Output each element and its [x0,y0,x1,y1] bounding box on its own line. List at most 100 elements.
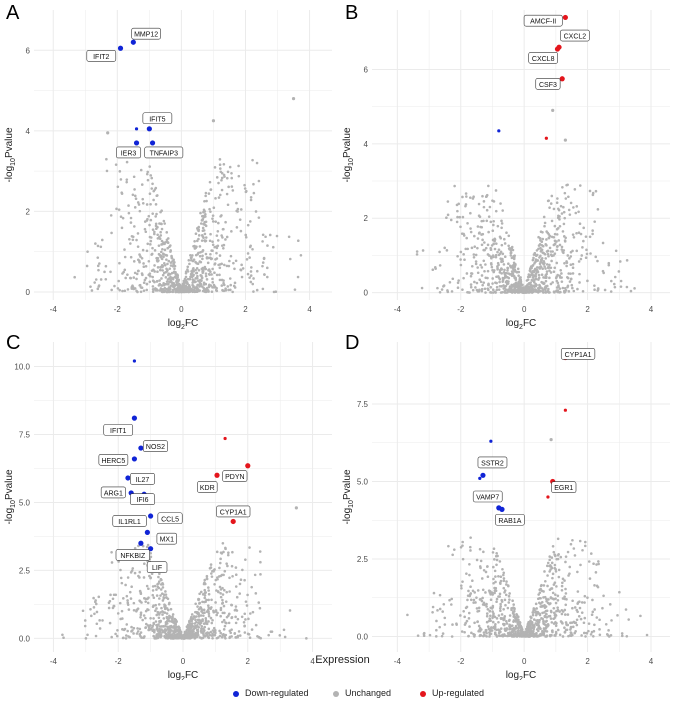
panel-d-point-unchanged [546,564,549,568]
panel-a-point-unchanged [123,255,127,259]
panel-a-point-unchanged [291,97,296,101]
panel-a-point-unchanged [120,192,124,195]
panel-d-point-unchanged [549,596,553,599]
panel-a-point-unchanged [203,265,207,269]
panel-d-point-unchanged [450,635,454,638]
panel-d-point-unchanged [485,612,489,615]
panel-c-gene-label-box [115,549,150,561]
panel-b-point-unchanged [537,278,540,281]
panel-a-point-unchanged [226,203,230,207]
panel-d-point-unchanged [508,626,512,630]
panel-d-point-unchanged [483,603,486,607]
panel-b-point-unchanged [506,282,510,285]
panel-c-point-unchanged [144,600,148,603]
panel-d-point-unchanged [482,550,485,554]
panel-b-point-unchanged [501,276,505,280]
panel-c-point-unchanged [230,615,234,619]
panel-b-point-unchanged [456,254,459,258]
panel-a-point-unchanged [189,272,193,276]
panel-b-point-unchanged [459,250,463,254]
panel-a-point-unchanged [205,199,208,203]
panel-a-point-unchanged [222,162,226,166]
panel-c-point-unchanged [214,610,218,613]
panel-d-point-unchanged [514,626,518,630]
panel-d-point-unchanged [581,548,584,552]
panel-c-point-unchanged [204,619,208,622]
panel-d-point-unchanged [511,611,515,615]
panel-a-point-unchanged [104,277,108,281]
panel-a-point-unchanged [201,229,205,233]
panel-b-point-unchanged [548,276,551,280]
panel-d-point-unchanged [580,601,584,604]
panel-d-point-unchanged [485,631,488,635]
panel-c-point-unchanged [238,592,242,595]
panel-a-point-unchanged [109,270,112,274]
panel-c-point-unchanged [259,560,262,564]
panel-d-point-unchanged [575,623,579,627]
panel-a-point-unchanged [159,234,163,237]
panel-d-point-unchanged [495,597,499,601]
panel-d-point-unchanged [509,631,513,635]
panel-b-point-up-amcf-ii [562,14,568,21]
panel-d-point-unchanged [596,585,600,589]
panel-a-point-unchanged [155,279,159,283]
panel-d-point-unchanged [526,630,529,633]
panel-a-point-unchanged [139,290,143,294]
panel-c-point-unchanged [246,593,249,597]
panel-a-point-unchanged [133,188,136,191]
panel-d-point-unchanged [536,618,539,622]
panel-b-point-unchanged [549,250,553,253]
panel-a-gene-label-box [86,50,117,62]
panel-d-point-unchanged [597,562,600,566]
panel-c-point-unchanged [132,632,135,635]
panel-a-point-unchanged [170,281,174,284]
panel-d-point-unchanged [537,634,541,638]
panel-d-point-unchanged [441,632,445,635]
panel-a-point-unchanged [255,161,259,165]
panel-b-point-unchanged [445,249,449,252]
panel-c-point-unchanged [164,620,168,624]
panel-d-point-unchanged [438,625,441,629]
panel-b-point-unchanged [472,253,476,256]
panel-a-point-unchanged [144,276,148,280]
panel-b-point-unchanged [459,258,462,261]
panel-a-point-unchanged [136,232,140,235]
panel-b-point-unchanged [555,201,559,204]
panel-d-gene-label-box [495,513,525,526]
panel-a-point-unchanged [142,262,145,265]
panel-c-point-unchanged [126,629,129,633]
panel-a-point-unchanged [213,262,217,265]
panel-a-point-unchanged [118,261,121,265]
legend: Expression Down-regulated Unchanged Up-r… [0,654,685,710]
panel-d-point-unchanged [551,591,555,595]
panel-b-point-unchanged [543,221,547,225]
panel-c-point-unchanged [175,620,178,624]
panel-c-point-unchanged [138,627,142,631]
panel-a-point-unchanged [117,208,121,211]
panel-d-point-unchanged [548,602,551,606]
panel-b-point-unchanged [528,269,532,272]
panel-a-point-unchanged [144,230,148,234]
panel-d-point-unchanged [492,625,496,629]
panel-a-point-unchanged [135,272,139,276]
panel-a-point-unchanged [173,275,177,279]
panel-c: -4 -2 0 2 40.02.55.07.510.0IFIT1NOS2HERC5IL2… [4,342,332,680]
panel-d-point-unchanged [620,632,624,635]
panel-a-point-unchanged [169,284,173,288]
panel-a-x-tick-label: -2 [114,305,122,314]
panel-a-point-unchanged [265,266,269,270]
panel-d-point-unchanged [492,577,495,581]
panel-b-point-unchanged [579,257,583,261]
panel-a-point-unchanged [197,283,201,287]
panel-d-point-unchanged [459,584,463,587]
panel-a-point-unchanged [133,271,137,275]
panel-d-gene-label-box [472,490,503,503]
panel-a-point-unchanged [133,194,137,198]
panel-c-point-unchanged [160,606,163,610]
panel-d-point-unchanged [517,626,520,630]
panel-c-point-unchanged [218,566,221,570]
panel-a-point-unchanged [209,232,212,236]
panel-c-point-unchanged [125,594,129,598]
panel-d-point-unchanged [538,612,542,616]
panel-a-point-unchanged [127,204,130,207]
